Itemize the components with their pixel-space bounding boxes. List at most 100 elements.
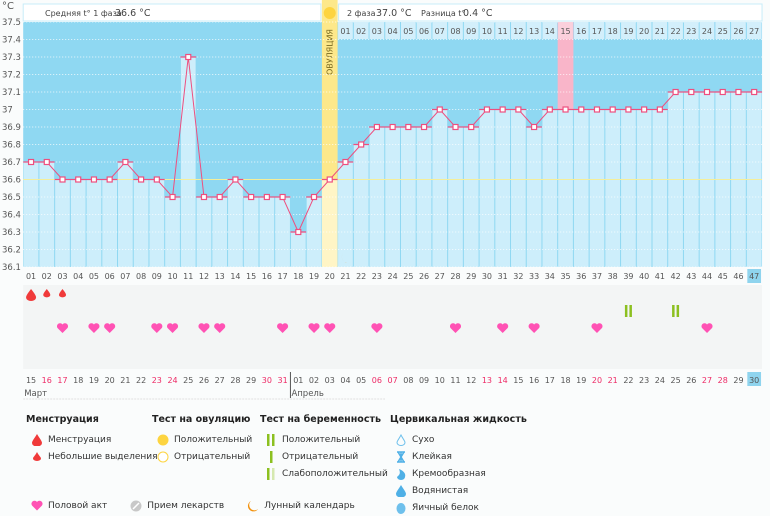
phase2-day-label: 08 <box>450 27 460 36</box>
legend-other: Половой акт Прием лекарств Лунный календ… <box>26 497 355 514</box>
cycle-day-label: 44 <box>702 272 712 281</box>
heart-icon <box>104 323 116 333</box>
heart-icon <box>277 323 289 333</box>
phase2-day-cell <box>652 22 668 39</box>
cycle-day-label: 36 <box>576 272 586 281</box>
temp-point <box>310 193 318 201</box>
temp-point <box>405 123 412 131</box>
cycle-day-label: 21 <box>340 272 350 281</box>
y-tick-label: 37.4 <box>2 36 21 46</box>
drop-small-icon <box>26 452 48 461</box>
menstruation-drop-icon <box>59 289 66 298</box>
date-label: 14 <box>498 376 508 385</box>
phase2-day-label: 16 <box>576 27 586 36</box>
ovulation-column <box>321 0 338 180</box>
phase1-box <box>22 3 322 22</box>
cycle-day-label: 11 <box>183 272 193 281</box>
phase1-label: Средняя t° 1 фаза <box>45 9 122 18</box>
unit-label: °C <box>2 1 14 12</box>
heart-icon <box>56 323 69 333</box>
cycle-day-label: 28 <box>450 272 460 281</box>
ovulation-label: ОВУЛЯЦИЯ <box>326 29 335 75</box>
y-tick-label: 36.8 <box>2 141 21 151</box>
cycle-day-label: 46 <box>733 272 743 281</box>
temp-bar <box>86 179 102 267</box>
date-label: 15 <box>26 376 36 385</box>
date-label: 24 <box>655 376 665 385</box>
cycle-day-label: 06 <box>105 272 115 281</box>
temp-bar <box>636 109 652 267</box>
phase2-day-cell <box>731 22 746 39</box>
phase2-day-label: 26 <box>733 27 743 36</box>
cycle-day-label: 07 <box>120 272 130 281</box>
temp-bar <box>149 179 165 267</box>
date-label: 22 <box>136 376 146 385</box>
cycle-day-label: 09 <box>152 272 162 281</box>
cycle-day-label: 10 <box>167 272 177 281</box>
temp-bar <box>133 179 149 267</box>
phase2-day-label: 20 <box>639 27 649 36</box>
temp-point <box>185 53 192 61</box>
date-label: 28 <box>230 376 240 385</box>
date-label: 16 <box>529 376 539 385</box>
legend-label: Водянистая <box>412 485 469 496</box>
date-label: 06 <box>372 376 382 385</box>
y-tick-label: 37.5 <box>2 18 21 28</box>
heart-icon <box>26 500 48 511</box>
phase2-day-cell <box>699 22 715 39</box>
legend-label: Кремообразная <box>412 468 486 479</box>
date-label: 08 <box>403 376 413 385</box>
y-tick-label: 36.6 <box>2 176 21 186</box>
phase2-day-label: 18 <box>608 27 618 36</box>
legend-title: Тест на беременность <box>260 414 381 425</box>
cycle-day-label: 17 <box>277 272 287 281</box>
temp-point <box>515 106 522 113</box>
cycle-day-label: 24 <box>388 272 398 281</box>
temp-point <box>562 106 569 113</box>
date-label: 09 <box>419 376 429 385</box>
phase2-label: 2 фаза <box>347 9 376 18</box>
phase2-day-label: 13 <box>529 27 539 36</box>
temp-point <box>122 158 129 166</box>
legend-label: Сухо <box>412 434 435 445</box>
y-tick-label: 36.7 <box>2 158 21 168</box>
date-label: 23 <box>639 376 649 385</box>
phase2-day-cell <box>400 22 416 39</box>
legend-title: Менструация <box>26 414 99 425</box>
phase2-day-label: 03 <box>372 27 382 36</box>
date-label: 27 <box>215 376 225 385</box>
temp-point <box>90 176 98 183</box>
cycle-day-label: 12 <box>199 272 209 281</box>
y-tick-label: 37 <box>2 106 13 116</box>
sun-outline-icon <box>152 451 174 463</box>
phase2-day-cell <box>338 22 353 39</box>
date-label: 18 <box>73 376 83 385</box>
heart-icon <box>166 323 179 333</box>
temp-point <box>420 123 428 131</box>
temp-bar <box>479 109 495 267</box>
date-label: 26 <box>686 376 696 385</box>
temp-bar <box>55 179 70 267</box>
date-label: 29 <box>246 376 256 385</box>
temp-bar <box>542 109 558 267</box>
temp-bar <box>432 109 448 267</box>
temp-bar <box>39 162 55 267</box>
cycle-day-label: 47 <box>749 272 759 281</box>
diff-value: 0.4 °C <box>463 8 493 19</box>
cycle-day-label: 30 <box>482 272 492 281</box>
temp-bar <box>511 109 526 267</box>
cycle-day-label: 27 <box>435 272 445 281</box>
phase2-day-cell <box>668 22 683 39</box>
test-negative-icon <box>260 450 282 463</box>
legend-ovulation-test: Тест на овуляцию Положительный Отрицател… <box>152 414 252 465</box>
phase2-day-cell <box>746 22 762 39</box>
month-label: Апрель <box>291 389 323 399</box>
temp-bar <box>416 127 432 267</box>
date-label: 12 <box>466 376 476 385</box>
test-positive-icon <box>260 433 282 446</box>
temp-point <box>483 106 491 113</box>
temp-point <box>703 88 711 96</box>
date-label: 10 <box>435 376 445 385</box>
legend-label: Прием лекарств <box>147 500 225 511</box>
phase2-day-label: 06 <box>419 27 429 36</box>
